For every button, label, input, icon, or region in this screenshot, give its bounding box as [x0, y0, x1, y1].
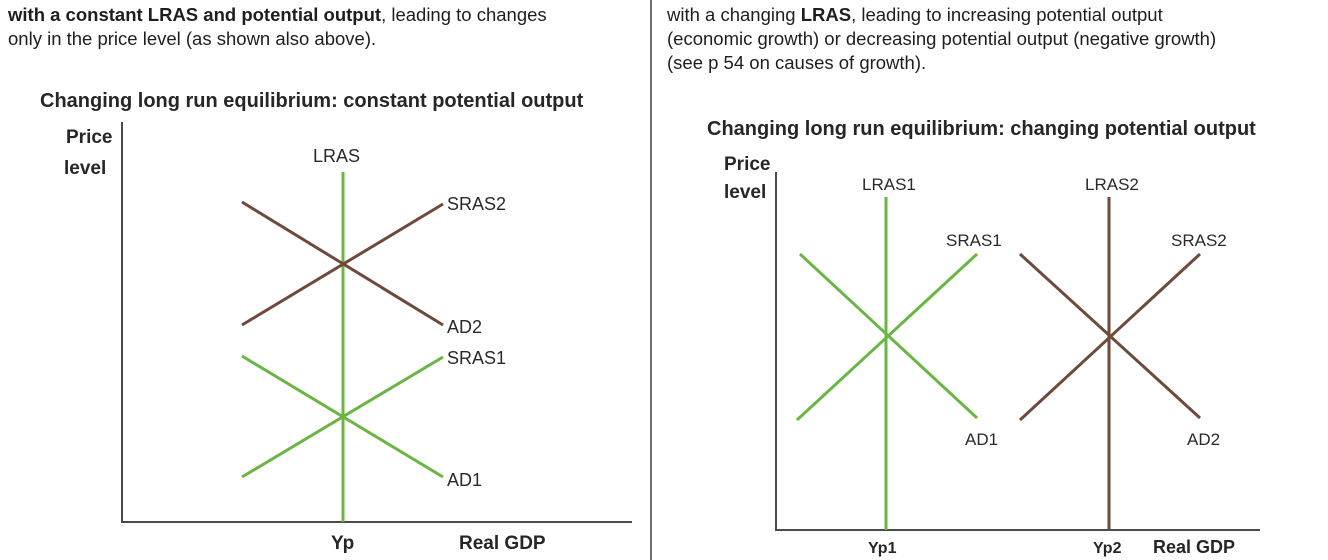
left-y-axis-label-line-1: Price [66, 127, 112, 148]
right-diagram: Changing long run equilibrium: changing … [707, 118, 1260, 557]
right-intro-pre: with a changing [667, 4, 801, 25]
left-sras1-label: SRAS1 [447, 348, 506, 368]
right-sras1-curve [795, 252, 979, 422]
left-intro-line-1: with a constant LRAS and potential outpu… [8, 3, 638, 27]
left-diagram-title: Changing long run equilibrium: constant … [40, 90, 584, 112]
right-intro-rest: , leading to increasing potential output [851, 4, 1163, 25]
right-intro-line-3: (see p 54 on causes of growth). [667, 52, 927, 73]
left-y-axis-label-line-2: level [64, 158, 106, 179]
left-intro-line-2: only in the price level (as shown also a… [8, 28, 377, 49]
left-ad1-label: AD1 [447, 470, 482, 490]
right-ad2-label: AD2 [1187, 430, 1220, 449]
right-axes [775, 172, 1260, 531]
right-intro-line-2: (economic growth) or decreasing potentia… [667, 28, 1217, 49]
left-diagram: Changing long run equilibrium: constant … [40, 90, 632, 554]
right-intro-bold: LRAS [800, 4, 852, 25]
right-ad1-label: AD1 [965, 430, 998, 449]
right-sras1-label: SRAS1 [946, 231, 1002, 250]
right-diagram-title: Changing long run equilibrium: changing … [707, 118, 1256, 140]
left-ad1-curve [241, 354, 444, 479]
right-y-axis-label-line-1: Price [724, 154, 770, 175]
left-axes [121, 122, 632, 523]
panel-divider [650, 0, 652, 560]
right-x-tick-yp2: Yp2 [1093, 540, 1122, 557]
right-sras2-label: SRAS2 [1171, 231, 1227, 250]
right-intro-line-1: with a changing LRAS, leading to increas… [667, 3, 1317, 27]
left-lras-label: LRAS [313, 146, 360, 166]
left-sras2-label: SRAS2 [447, 194, 506, 214]
left-intro-rest: , leading to changes [381, 4, 547, 25]
left-ad2-curve [241, 200, 444, 327]
left-intro-text: with a constant LRAS and potential outpu… [8, 3, 638, 51]
right-ad2-curve [1018, 252, 1202, 420]
left-x-tick-yp: Yp [331, 533, 354, 554]
right-x-tick-yp1: Yp1 [868, 540, 897, 557]
right-ad1-curve [798, 252, 979, 420]
right-x-axis-label: Real GDP [1153, 537, 1235, 557]
right-intro-text: with a changing LRAS, leading to increas… [667, 3, 1317, 75]
left-x-axis-label: Real GDP [459, 533, 546, 554]
right-lras2-label: LRAS2 [1085, 175, 1139, 194]
right-lras1-label: LRAS1 [862, 175, 916, 194]
left-ad2-label: AD2 [447, 317, 482, 337]
left-intro-bold: with a constant LRAS and potential outpu… [8, 4, 382, 25]
right-y-axis-label-line-2: level [724, 182, 766, 203]
